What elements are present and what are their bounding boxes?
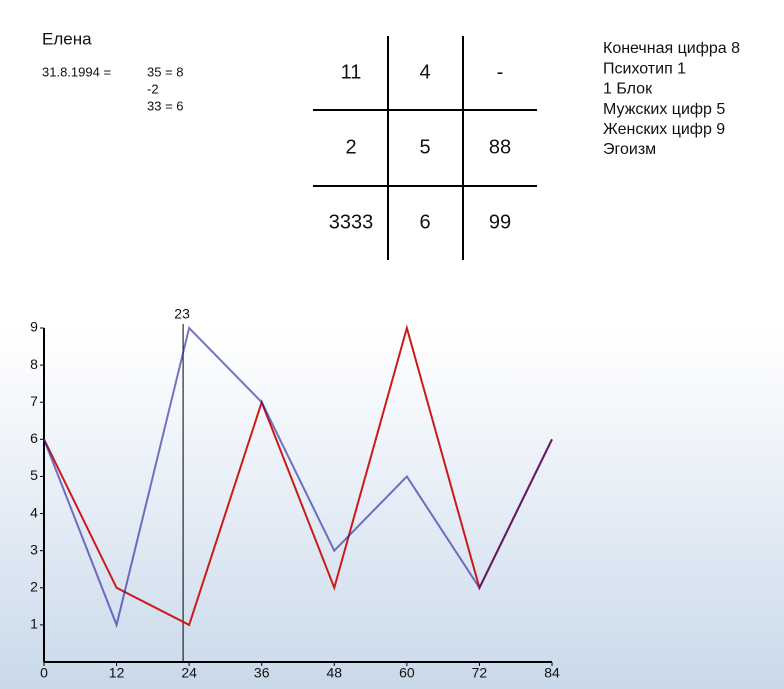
x-tick-label: 84 <box>544 665 560 681</box>
table-cell: 11 <box>341 61 362 83</box>
y-tick-label: 2 <box>30 578 38 594</box>
table-cell: 88 <box>489 136 511 158</box>
calc-line: -2 <box>147 81 159 96</box>
info-line: Эгоизм <box>603 141 656 158</box>
table-cell: 3333 <box>329 211 374 233</box>
table-cell: - <box>497 61 504 83</box>
table-grid <box>313 36 537 260</box>
series-line <box>43 326 553 629</box>
calc-line: 33 = 6 <box>147 98 184 113</box>
y-tick-label: 9 <box>30 319 38 335</box>
x-tick-label: 48 <box>326 665 342 681</box>
table-cell: 6 <box>419 211 430 233</box>
y-tick-label: 3 <box>30 541 38 557</box>
y-tick-label: 1 <box>30 616 38 632</box>
x-tick-label: 60 <box>399 665 415 681</box>
info-line: 1 Блок <box>603 81 653 98</box>
table-cell: 4 <box>419 61 430 83</box>
info-line: Женских цифр 9 <box>603 121 725 138</box>
x-tick-label: 0 <box>40 665 48 681</box>
series-line <box>43 324 553 627</box>
calc-line: 35 = 8 <box>147 64 184 79</box>
table-cell: 5 <box>419 136 430 158</box>
birth-date: 31.8.1994 = <box>42 64 111 79</box>
y-tick-label: 4 <box>30 504 38 520</box>
x-tick-label: 72 <box>472 665 488 681</box>
table-cell: 2 <box>345 136 356 158</box>
x-tick-label: 36 <box>254 665 270 681</box>
marker-label: 23 <box>174 306 190 322</box>
x-tick-label: 12 <box>109 665 125 681</box>
info-line: Конечная цифра 8 <box>603 40 740 57</box>
person-name: Елена <box>42 29 92 48</box>
y-tick-label: 5 <box>30 467 38 483</box>
y-tick-label: 6 <box>30 430 38 446</box>
x-tick-label: 24 <box>181 665 197 681</box>
y-tick-label: 8 <box>30 356 38 372</box>
table-cell: 99 <box>489 211 511 233</box>
info-line: Мужских цифр 5 <box>603 101 725 118</box>
y-tick-label: 7 <box>30 393 38 409</box>
info-line: Психотип 1 <box>603 60 686 77</box>
